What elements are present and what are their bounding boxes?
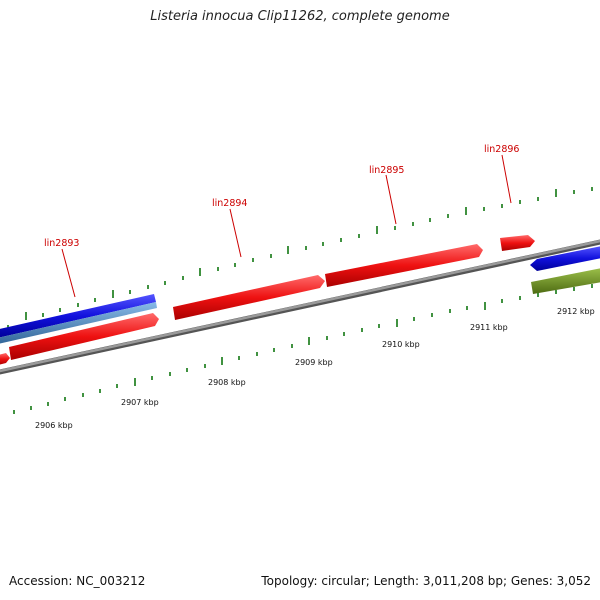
reverse-strand-genes: [0, 246, 600, 344]
forward-gene-left-edge: [0, 353, 10, 365]
kbp-label-2910: 2910 kbp: [382, 340, 420, 349]
forward-gene-lin2895: [325, 244, 483, 287]
forward-gene-lin2896: [500, 235, 535, 251]
reverse-gene-lightblue-left: [0, 302, 157, 344]
kbp-label-2909: 2909 kbp: [295, 358, 333, 367]
forward-gene-lin2893: [9, 313, 159, 360]
gene-label-lin2895: lin2895: [369, 165, 404, 176]
gene-labels: lin2893 lin2894 lin2895 lin2896: [44, 144, 519, 249]
outer-tick-track: [7, 187, 593, 329]
kbp-label-2911: 2911 kbp: [470, 323, 508, 332]
kbp-label-2908: 2908 kbp: [208, 378, 246, 387]
kbp-label-2906: 2906 kbp: [35, 421, 73, 430]
genome-summary-text: Topology: circular; Length: 3,011,208 bp…: [261, 574, 591, 588]
kbp-label-2907: 2907 kbp: [121, 398, 159, 407]
gene-label-lin2893: lin2893: [44, 238, 79, 249]
inner-tick-track: [13, 284, 593, 414]
forward-gene-lin2894: [173, 275, 325, 320]
gene-label-leaders: [61, 154, 512, 298]
reverse-gene-blue-right: [530, 246, 600, 271]
kbp-labels: 2906 kbp 2907 kbp 2908 kbp 2909 kbp 2910…: [35, 307, 595, 430]
kbp-label-2912: 2912 kbp: [557, 307, 595, 316]
forward-strand-genes: [0, 235, 535, 365]
map-title: Listeria innocua Clip11262, complete gen…: [150, 9, 450, 24]
gene-label-lin2894: lin2894: [212, 198, 247, 209]
rna-gene-green-right: [531, 268, 600, 294]
gene-label-lin2896: lin2896: [484, 144, 519, 155]
accession-text: Accession: NC_003212: [9, 574, 146, 588]
genome-backbone: [0, 239, 600, 375]
reverse-gene-blue-left: [0, 294, 156, 338]
